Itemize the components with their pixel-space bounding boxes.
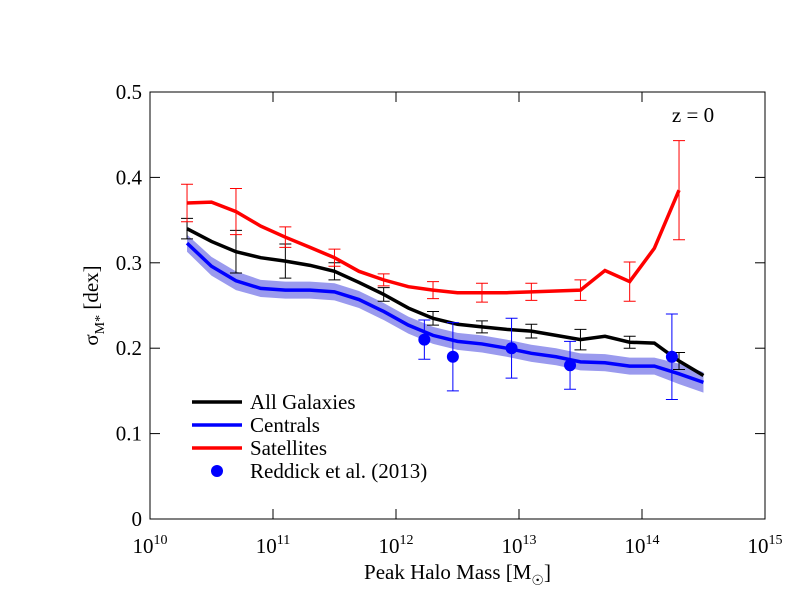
point [505,342,518,355]
error-bar [427,310,440,326]
plot-frame [149,91,766,520]
error-bar [574,328,587,351]
error-bar [525,323,538,339]
x-axis-label: Peak Halo Mass [M☉​] [364,560,551,589]
y-tick-label: 0.5 [116,80,142,104]
line [186,189,681,295]
legend-label: Satellites [250,436,327,460]
error-bar [229,188,242,236]
x-tick-label: 1010​ [133,533,168,558]
x-tick-label: 1013​ [502,533,537,558]
y-tick-label: 0.3 [116,251,142,275]
error-bar [279,226,292,248]
point [564,359,577,372]
error-bar [328,248,341,267]
line [186,227,705,378]
error-bar [475,282,488,303]
error-bar [574,279,587,301]
error-bar [377,273,390,287]
x-tick-label: 1015​ [748,533,783,558]
error-bar [181,183,194,223]
y-axis-label: σM*​ [dex] [79,265,108,345]
error-bar [525,282,538,301]
legend-label: All Galaxies [250,390,356,414]
annotation: z = 0 [672,103,714,127]
legend-label: Reddick et al. (2013) [250,459,427,483]
error-bar [623,335,636,349]
point [418,333,431,346]
legend-swatch [211,465,223,477]
y-tick-label: 0.2 [116,336,142,360]
error-bar [623,261,636,302]
y-tick-label: 0.4 [116,165,143,189]
y-tick-label: 0 [132,507,143,531]
legend-label: Centrals [250,413,320,437]
band [187,234,704,393]
error-bar [427,281,440,300]
x-tick-label: 1012​ [379,533,414,558]
error-bar [475,320,488,334]
x-tick-label: 1011​ [256,533,290,558]
y-tick-label: 0.1 [116,422,142,446]
error-bar [673,140,686,241]
error-bar [377,287,390,302]
point [665,350,678,363]
point [446,350,459,363]
line [185,241,705,385]
x-tick-label: 1014​ [625,533,660,558]
